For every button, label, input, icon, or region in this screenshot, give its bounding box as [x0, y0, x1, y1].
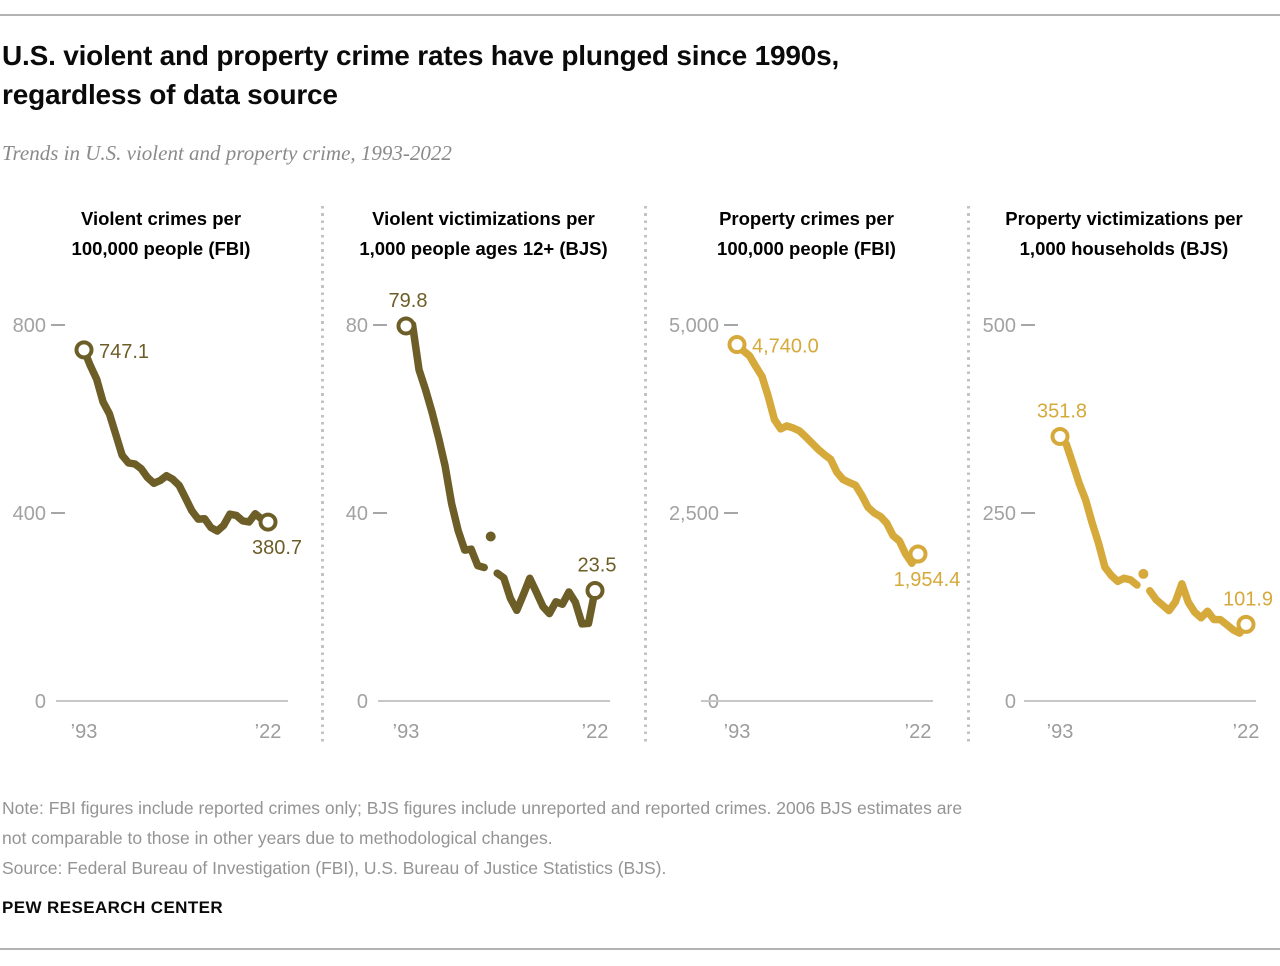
value-label: 351.8 [1037, 400, 1087, 422]
gap-year-dot [1138, 568, 1149, 579]
x-tick-label: ’93 [1047, 721, 1074, 743]
page-title-line2: regardless of data source [2, 79, 338, 110]
x-tick-label: ’22 [255, 721, 282, 743]
source-line: Source: Federal Bureau of Investigation … [2, 858, 667, 878]
note-line1: Note: FBI figures include reported crime… [2, 798, 963, 818]
endpoint-marker [727, 335, 747, 355]
panel-title-line2: 100,000 people (FBI) [71, 238, 251, 259]
panel-title-line1: Violent crimes per [80, 208, 242, 229]
x-tick-label: ’93 [724, 721, 751, 743]
endpoint-marker [1236, 614, 1256, 634]
series-line [80, 346, 272, 535]
page-title: U.S. violent and property crime rates ha… [2, 36, 839, 114]
bottom-rule [0, 948, 1280, 950]
series-line [493, 569, 599, 628]
value-label: 4,740.0 [752, 336, 819, 358]
endpoint-marker [258, 512, 278, 532]
panel-title-property-fbi: Property crimes per 100,000 people (FBI) [645, 204, 968, 264]
x-tick-label: ’22 [905, 721, 932, 743]
value-label: 1,954.4 [894, 569, 961, 591]
y-tick-label: 400 [13, 503, 46, 525]
page-title-line1: U.S. violent and property crime rates ha… [2, 40, 840, 71]
chart-property-bjs: 500 250 0 ’93 ’22 351.8 101.9 [983, 315, 1273, 743]
value-label: 23.5 [578, 555, 617, 577]
chart-violent-fbi: 800 400 0 ’93 ’22 747.1 380.7 [13, 315, 302, 743]
x-tick-label: ’93 [393, 721, 420, 743]
y-tick-label: 0 [357, 691, 368, 713]
gap-year-dot [485, 531, 496, 542]
series-line [402, 320, 488, 572]
value-label: 380.7 [252, 537, 302, 559]
panel-title-line1: Property crimes per [719, 208, 894, 229]
footer-notes: Note: FBI figures include reported crime… [2, 793, 962, 883]
page-subtitle: Trends in U.S. violent and property crim… [2, 141, 452, 165]
y-tick-label: 40 [346, 503, 368, 525]
y-tick-label: 800 [13, 315, 46, 337]
y-tick-label: 0 [1005, 691, 1016, 713]
note-line2: not comparable to those in other years d… [2, 828, 553, 848]
panel-separator-1 [321, 206, 324, 746]
panel-title-violent-fbi: Violent crimes per 100,000 people (FBI) [0, 204, 322, 264]
panel-title-line2: 1,000 households (BJS) [1019, 238, 1229, 259]
y-tick-label: 80 [346, 315, 368, 337]
y-tick-label: 5,000 [669, 315, 719, 337]
endpoint-marker [908, 544, 928, 564]
y-tick-label: 2,500 [669, 503, 719, 525]
series-line [1056, 432, 1141, 589]
value-label: 747.1 [99, 341, 149, 363]
y-tick-label: 500 [983, 315, 1016, 337]
series-line [733, 340, 922, 567]
value-label: 79.8 [389, 290, 428, 312]
endpoint-marker [585, 581, 605, 601]
x-tick-label: ’22 [582, 721, 609, 743]
endpoint-marker [1050, 426, 1070, 446]
panel-title-line2: 1,000 people ages 12+ (BJS) [359, 238, 608, 259]
y-tick-label: 250 [983, 503, 1016, 525]
x-tick-label: ’22 [1233, 721, 1260, 743]
top-rule [0, 14, 1280, 16]
panel-title-line1: Violent victimizations per [372, 208, 595, 229]
panel-separator-2 [644, 206, 647, 746]
panel-title-line2: 100,000 people (FBI) [717, 238, 896, 259]
value-label: 101.9 [1223, 588, 1273, 610]
panel-separator-3 [967, 206, 970, 746]
panel-title-violent-bjs: Violent victimizations per 1,000 people a… [322, 204, 645, 264]
endpoint-marker [396, 316, 416, 336]
panel-title-property-bjs: Property victimizations per 1,000 househo… [968, 204, 1280, 264]
endpoint-marker [74, 340, 94, 360]
series-line [1146, 580, 1250, 637]
brand-pew-research-center: PEW RESEARCH CENTER [2, 898, 224, 917]
x-tick-label: ’93 [71, 721, 98, 743]
chart-violent-bjs: 80 40 0 ’93 ’22 79.8 23.5 [346, 290, 617, 743]
y-tick-label: 0 [35, 691, 46, 713]
panel-title-line1: Property victimizations per [1005, 208, 1243, 229]
